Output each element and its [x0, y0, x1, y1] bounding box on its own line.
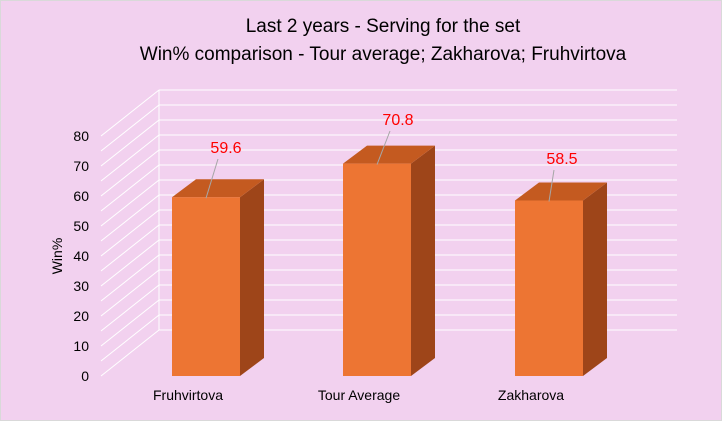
y-axis-label: Win%	[49, 238, 65, 275]
y-tick-label: 40	[73, 248, 89, 264]
bar-fruhvirtova	[172, 179, 264, 376]
gridline-side	[100, 329, 160, 377]
y-tick-label: 70	[73, 158, 89, 174]
gridline-side	[100, 314, 160, 362]
gridline-side	[100, 89, 160, 137]
data-label: 59.6	[210, 140, 241, 157]
gridline-side	[100, 149, 160, 197]
bar-tour-average	[343, 145, 435, 376]
y-tick-label: 50	[73, 218, 89, 234]
gridline-side	[100, 104, 160, 152]
y-tick-label: 30	[73, 278, 89, 294]
gridline-side	[100, 254, 160, 302]
gridline-side	[100, 164, 160, 212]
bar-side	[411, 145, 435, 376]
gridline-side	[100, 194, 160, 242]
bar-side	[240, 179, 264, 376]
bar-top	[343, 145, 435, 164]
x-category-label: Tour Average	[318, 387, 400, 403]
bar-side	[583, 182, 607, 376]
bar-front	[515, 200, 583, 376]
gridline-side	[100, 179, 160, 227]
gridline-side	[100, 119, 160, 167]
gridline-side	[100, 269, 160, 317]
bar-top	[172, 179, 264, 198]
label-leader-line	[376, 130, 391, 165]
bar-front	[343, 163, 411, 376]
x-category-label: Zakharova	[498, 387, 564, 403]
chart-title: Last 2 years - Serving for the set	[246, 16, 521, 37]
gridline-side	[100, 224, 160, 272]
chart-subtitle: Win% comparison - Tour average; Zakharov…	[140, 44, 627, 65]
data-label: 58.5	[546, 151, 577, 168]
bars	[172, 145, 607, 376]
bar-front	[172, 197, 240, 376]
y-tick-label: 0	[81, 368, 89, 384]
data-label: 70.8	[382, 112, 413, 129]
y-tick-label: 10	[73, 338, 89, 354]
gridline-side	[100, 299, 160, 347]
gridline-side	[100, 239, 160, 287]
y-tick-label: 60	[73, 188, 89, 204]
y-tick-label: 20	[73, 308, 89, 324]
gridline-side	[100, 284, 160, 332]
y-tick-label: 80	[73, 128, 89, 144]
y-axis-ticks: 0 10 20 30 40 50 60 70 80	[73, 128, 89, 384]
bar-zakharova	[515, 182, 607, 376]
label-leader-line	[548, 169, 555, 202]
x-category-label: Fruhvirtova	[153, 387, 223, 403]
gridline-side	[100, 134, 160, 182]
x-axis-categories: Fruhvirtova Tour Average Zakharova	[153, 387, 564, 403]
label-leader-line	[205, 158, 219, 199]
bar-top	[515, 182, 607, 201]
data-labels: 59.6 70.8 58.5	[205, 112, 578, 202]
gridline-side	[100, 209, 160, 257]
